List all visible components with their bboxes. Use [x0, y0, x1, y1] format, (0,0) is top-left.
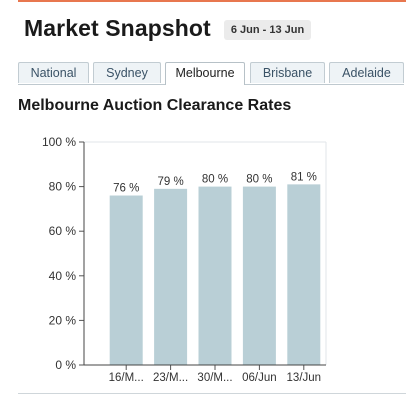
bar: [109, 195, 143, 365]
x-tick-label: 13/Jun: [287, 372, 322, 384]
bar: [287, 184, 321, 365]
tab-sydney[interactable]: Sydney: [93, 62, 161, 83]
x-tick-label: 16/M...: [109, 372, 144, 384]
accent-rule: [18, 0, 406, 2]
y-tick-label: 40 %: [49, 269, 77, 283]
bar-value-label: 79 %: [157, 176, 183, 188]
x-tick-label: 06/Jun: [242, 372, 277, 384]
bar-value-label: 76 %: [113, 183, 139, 195]
bar-value-label: 80 %: [202, 174, 228, 186]
y-tick-label: 0 %: [55, 358, 76, 372]
city-tabs: National Sydney Melbourne Brisbane Adela…: [18, 62, 404, 85]
section-title: Melbourne Auction Clearance Rates: [18, 97, 292, 114]
tab-brisbane[interactable]: Brisbane: [250, 62, 325, 83]
y-tick-label: 20 %: [49, 313, 77, 327]
bar: [198, 186, 232, 365]
tab-national[interactable]: National: [18, 62, 89, 83]
date-range-badge: 6 Jun - 13 Jun: [223, 20, 312, 40]
x-tick-label: 30/M...: [197, 372, 232, 384]
y-tick-label: 100 %: [42, 135, 76, 149]
x-tick-label: 23/M...: [153, 372, 188, 384]
page-title: Market Snapshot: [24, 15, 211, 41]
tab-adelaide[interactable]: Adelaide: [329, 62, 404, 83]
tab-melbourne[interactable]: Melbourne: [165, 62, 245, 85]
y-tick-label: 80 %: [49, 180, 77, 194]
bottom-divider: [18, 393, 406, 394]
y-tick-label: 60 %: [49, 224, 77, 238]
bar-value-label: 80 %: [246, 174, 272, 186]
bar-value-label: 81 %: [291, 171, 317, 183]
header: Market Snapshot 6 Jun - 13 Jun: [24, 15, 312, 42]
bar: [242, 186, 276, 365]
bar: [154, 188, 188, 365]
